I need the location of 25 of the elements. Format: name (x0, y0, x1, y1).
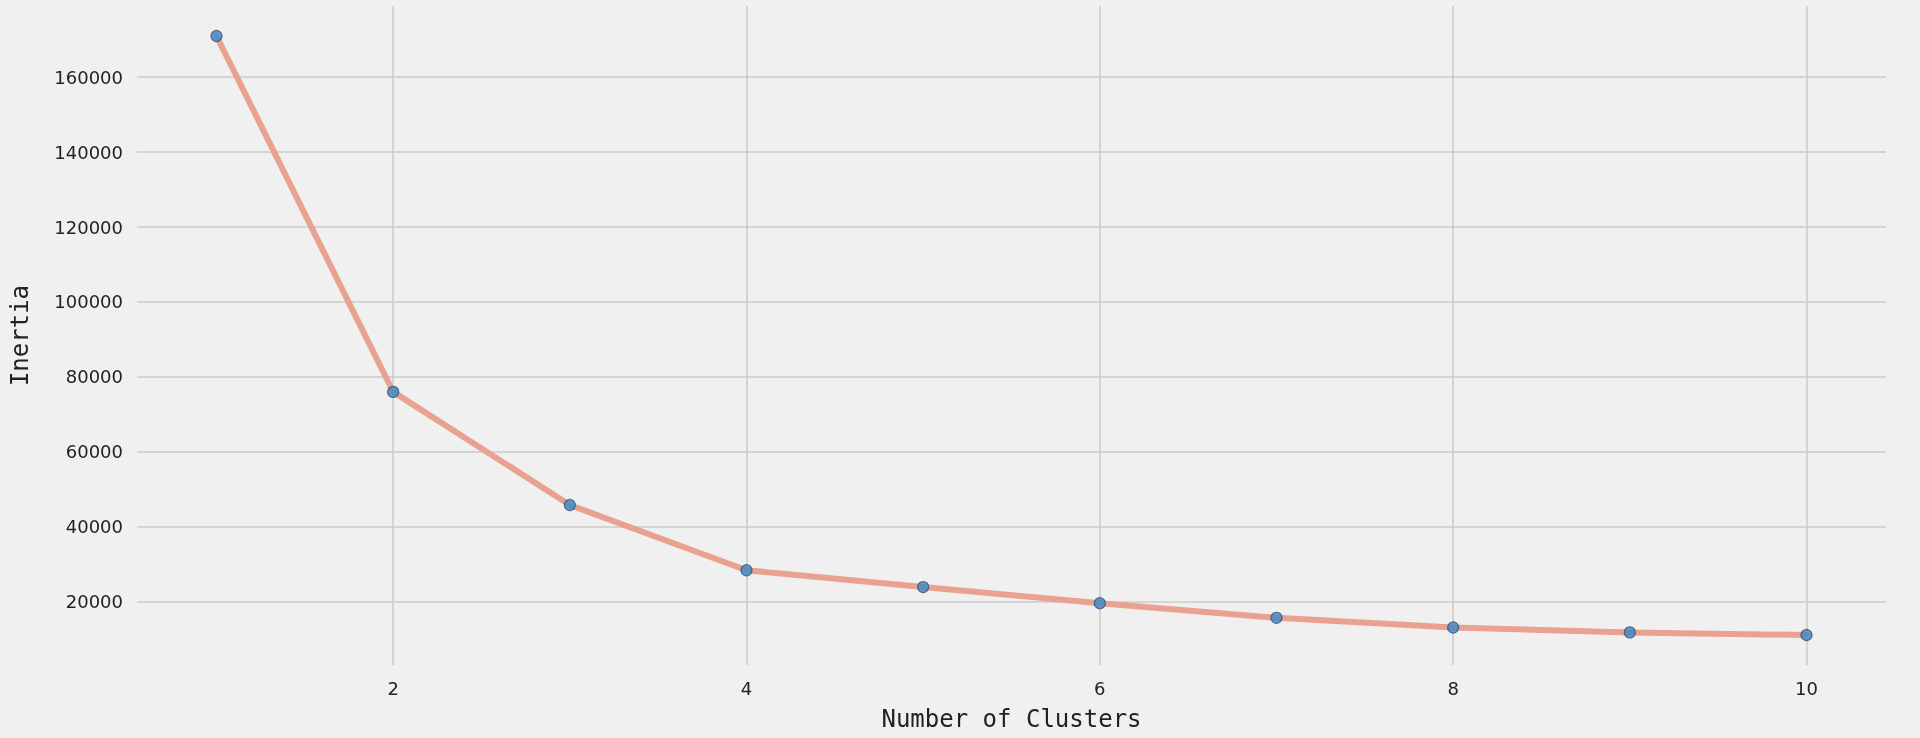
y-tick-label: 160000 (54, 66, 123, 88)
x-tick-label: 8 (1447, 677, 1459, 699)
x-tick-label: 6 (1094, 677, 1106, 699)
y-tick-label: 120000 (54, 216, 123, 238)
y-tick-label: 60000 (65, 441, 123, 463)
y-tick-label: 80000 (65, 366, 123, 388)
y-axis-title: Inertia (6, 284, 34, 387)
x-tick-label: 10 (1795, 677, 1818, 699)
y-tick-label: 100000 (54, 291, 123, 313)
point (740, 564, 753, 577)
y-tick-label: 40000 (65, 516, 123, 538)
x-tick-label: 4 (740, 677, 753, 699)
point (1270, 611, 1283, 624)
point (1447, 621, 1460, 634)
point (1623, 626, 1636, 639)
x-axis-title: Number of Clusters (881, 705, 1142, 733)
point (917, 580, 930, 594)
point (1800, 628, 1813, 642)
y-tick-label: 140000 (54, 141, 123, 163)
point (387, 385, 400, 398)
point (563, 498, 576, 512)
point (210, 29, 223, 43)
x-tick-label: 2 (387, 677, 399, 699)
y-tick-label: 20000 (65, 591, 123, 613)
point (1093, 597, 1106, 610)
